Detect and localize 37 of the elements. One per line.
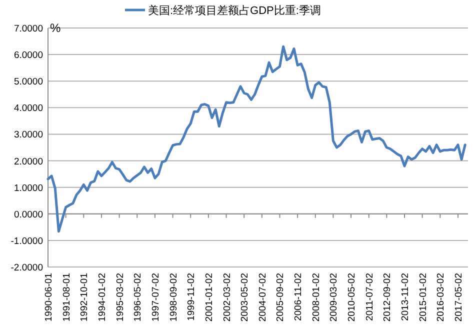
x-tick-label: 2017-05-02	[453, 273, 464, 322]
y-axis-title: %	[50, 21, 61, 35]
x-tick-label: 2011-07-02	[364, 273, 376, 321]
x-tick-label: 2005-09-02	[275, 273, 286, 322]
x-tick-label: 2004-07-02	[257, 273, 268, 322]
x-tick-label: 1996-05-02	[132, 273, 144, 322]
y-tick-label: -1.0000	[10, 236, 43, 247]
x-tick-label: 2006-11-02	[293, 273, 304, 321]
x-tick-label: 1994-01-02	[96, 273, 108, 322]
y-tick-label: -2.0000	[10, 262, 43, 274]
x-tick-label: 2013-11-02	[400, 273, 411, 321]
y-tick-label: 1.0000	[14, 182, 43, 194]
x-tick-label: 2009-03-02	[328, 273, 340, 322]
line-series	[46, 45, 466, 233]
x-tick-label: 1997-07-02	[150, 273, 162, 322]
y-tick-label: 0.0000	[14, 209, 43, 220]
x-tick-label: 2001-01-02	[204, 273, 215, 322]
legend-label: 美国:经常项目差额占GDP比重:季调	[148, 4, 321, 17]
x-tick-label: 2012-09-02	[382, 273, 394, 322]
y-tick-label: 4.0000	[14, 103, 43, 114]
x-tick-label: 2010-05-02	[346, 273, 358, 322]
x-tick-label: 1999-11-02	[186, 273, 198, 321]
x-tick-label: 1998-09-02	[168, 273, 180, 322]
y-tick-label: 2.0000	[14, 156, 43, 168]
x-tick-label: 2008-01-02	[310, 273, 322, 322]
x-tick-label: 2002-03-02	[222, 273, 233, 322]
y-tick-label: 7.0000	[14, 24, 43, 34]
x-tick-label: 1995-03-02	[114, 273, 126, 322]
x-tick-label: 2015-01-02	[418, 273, 429, 322]
y-tick-label: 5.0000	[14, 76, 43, 88]
x-tick-label: 1991-08-01	[61, 273, 72, 322]
x-tick-label: 2003-05-02	[240, 273, 251, 322]
y-tick-label: 3.0000	[14, 130, 43, 141]
x-tick-label: 2016-03-02	[436, 273, 447, 322]
x-tick-label: 1990-06-01	[44, 273, 54, 322]
y-tick-label: 6.0000	[14, 50, 43, 62]
x-tick-label: 1992-10-01	[79, 273, 90, 322]
